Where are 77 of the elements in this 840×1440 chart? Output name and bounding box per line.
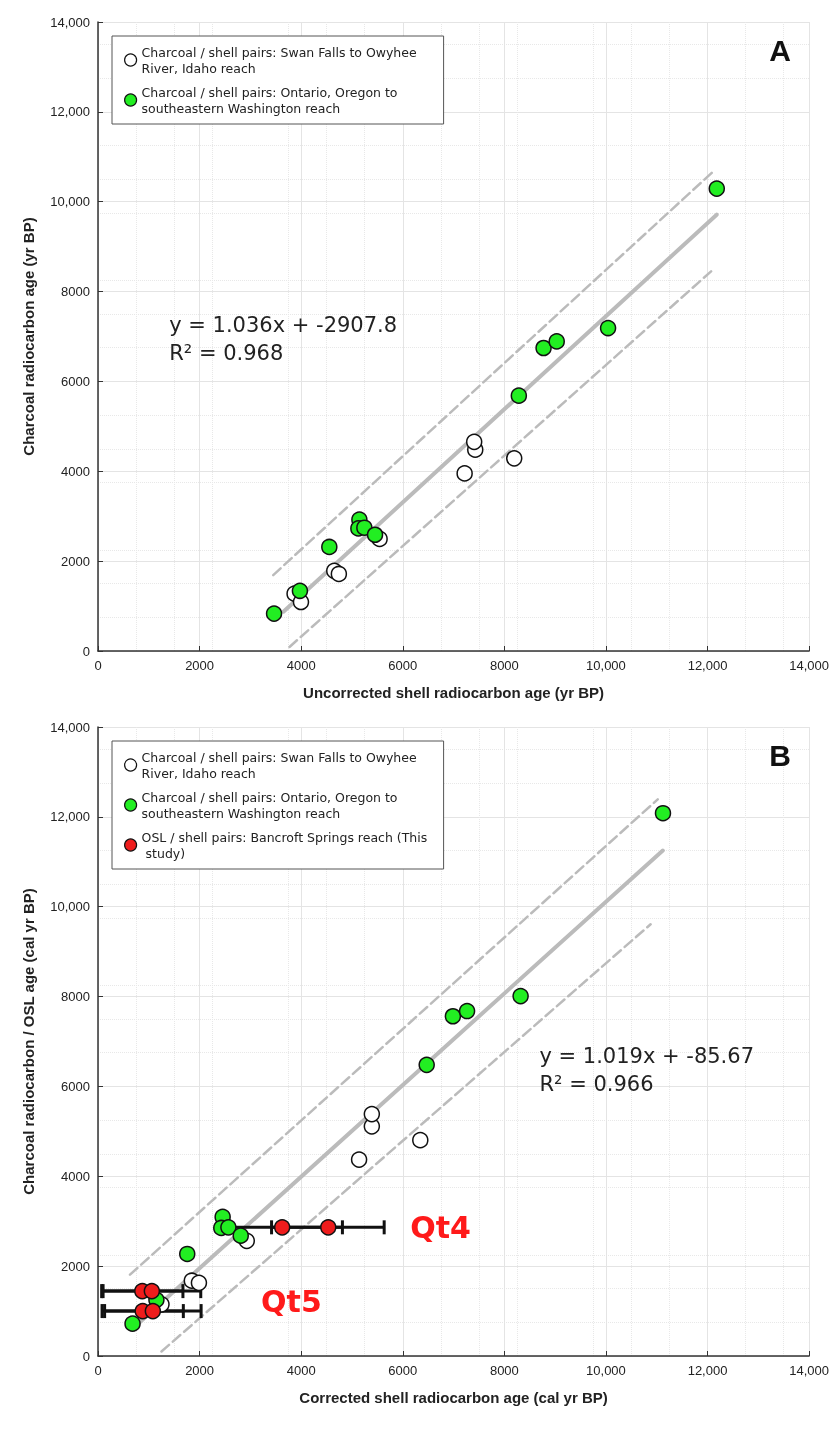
x-tick-label: 8000 — [489, 658, 519, 673]
y-tick-label: 8000 — [61, 989, 90, 1005]
x-tick-label: 6000 — [388, 1363, 418, 1378]
y-tick-label: 0 — [82, 1348, 90, 1364]
y-tick-label: 10,000 — [50, 194, 90, 210]
x-tick-label: 0 — [94, 658, 102, 673]
y-tick-label: 0 — [82, 643, 90, 659]
point — [330, 565, 348, 583]
point — [444, 1008, 462, 1025]
y-tick-label: 2000 — [61, 553, 90, 569]
point — [366, 526, 384, 544]
x-tick-label: 12,000 — [687, 658, 728, 673]
y-tick-label: 4000 — [61, 1168, 90, 1184]
point — [708, 180, 726, 197]
point — [143, 1282, 161, 1300]
y-tick-label: 12,000 — [50, 809, 90, 825]
x-axis-title: Uncorrected shell radiocarbon age (yr BP) — [303, 684, 605, 701]
annotation: y = 1.036x + -2907.8 R² = 0.968 — [169, 313, 398, 366]
y-tick-label: 12,000 — [50, 104, 90, 120]
point — [144, 1302, 162, 1320]
y-axis-title: Charcoal radiocarbon age (yr BP) — [20, 217, 37, 456]
legend-label: OSL / shell pairs: Bancroft Springs reach (This study) — [141, 829, 428, 861]
point — [220, 1219, 237, 1236]
point — [456, 465, 473, 482]
point — [654, 804, 672, 822]
point — [124, 1315, 141, 1332]
annotation: Qt4 — [410, 1209, 471, 1245]
point — [418, 1056, 435, 1074]
x-tick-label: 6000 — [388, 658, 418, 673]
y-tick-label: 2000 — [61, 1258, 90, 1274]
point — [321, 538, 338, 556]
x-tick-label: 0 — [94, 1363, 102, 1378]
y-axis-title: Charcoal radiocarbon / OSL age (cal yr BP) — [20, 888, 37, 1195]
point — [458, 1002, 476, 1020]
point — [599, 319, 617, 337]
annotation: y = 1.019x + -85.67 R² = 0.966 — [539, 1043, 755, 1096]
x-axis-title: Corrected shell radiocarbon age (cal yr BP) — [299, 1389, 608, 1406]
point — [412, 1131, 429, 1149]
x-tick-label: 10,000 — [586, 658, 626, 673]
x-tick-label: 4000 — [286, 1363, 316, 1378]
point — [465, 433, 483, 451]
point — [291, 582, 309, 600]
chart-title: A — [769, 33, 792, 67]
point — [179, 1245, 196, 1263]
x-tick-label: 4000 — [286, 658, 316, 673]
point — [510, 387, 528, 404]
y-tick-label: 14,000 — [50, 719, 90, 735]
x-tick-label: 14,000 — [789, 658, 829, 673]
legend-label: Charcoal / shell pairs: Swan Falls to Owyhee River, Idaho reach — [141, 749, 421, 781]
chart-title: B — [769, 738, 792, 772]
legend-label: Charcoal / shell pairs: Swan Falls to Owyhee River, Idaho reach — [141, 44, 421, 76]
y-tick-label: 10,000 — [50, 899, 90, 915]
point — [505, 450, 523, 467]
x-tick-label: 2000 — [185, 1363, 215, 1378]
legend-label: Charcoal / shell pairs: Ontario, Oregon to southeastern Washington reach — [141, 84, 402, 116]
y-tick-label: 4000 — [61, 463, 90, 479]
point — [232, 1227, 249, 1244]
point — [350, 1151, 368, 1168]
x-tick-label: 8000 — [489, 1363, 519, 1378]
y-tick-label: 14,000 — [50, 14, 90, 30]
legend-label: Charcoal / shell pairs: Ontario, Oregon to southeastern Washington reach — [141, 789, 402, 821]
point — [363, 1105, 381, 1123]
point — [512, 987, 529, 1005]
point — [535, 339, 552, 357]
y-tick-label: 6000 — [61, 1078, 90, 1094]
point — [190, 1274, 208, 1292]
x-tick-label: 14,000 — [789, 1363, 829, 1378]
x-tick-label: 2000 — [185, 658, 215, 673]
y-tick-label: 6000 — [61, 373, 90, 389]
point — [548, 333, 565, 350]
x-tick-label: 10,000 — [586, 1363, 626, 1378]
point — [320, 1219, 337, 1236]
y-tick-label: 8000 — [61, 284, 90, 300]
point — [265, 605, 283, 622]
annotation: Qt5 — [261, 1283, 322, 1319]
point — [273, 1219, 291, 1236]
x-tick-label: 12,000 — [687, 1363, 728, 1378]
